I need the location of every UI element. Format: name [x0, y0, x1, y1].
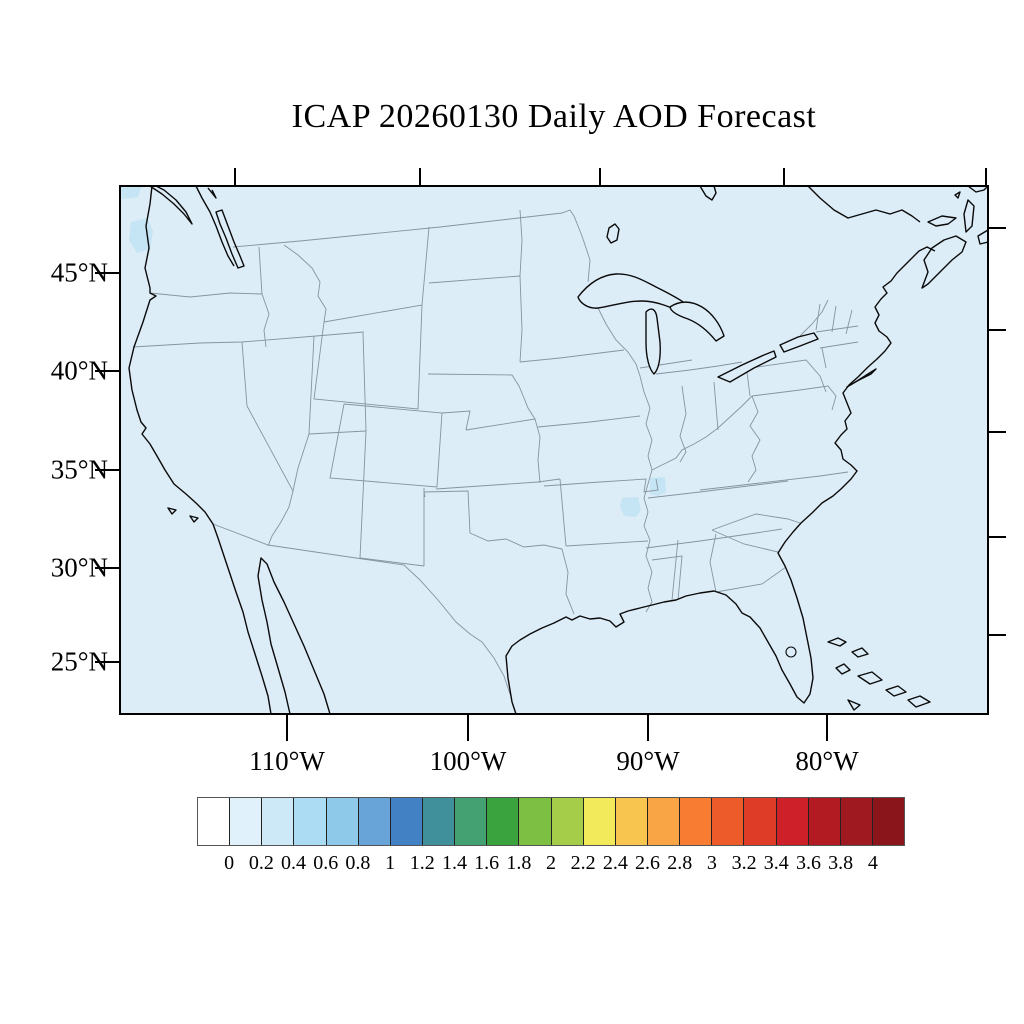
colorbar-cell: [358, 798, 391, 845]
lat-label: 25°N: [50, 646, 108, 677]
colorbar-cell: [519, 798, 552, 845]
colorbar-tick-label: 0.2: [248, 852, 274, 874]
chart-title: ICAP 20260130 Daily AOD Forecast: [291, 98, 817, 135]
colorbar-tick-label: 1.8: [506, 852, 532, 874]
lon-label: 80°W: [795, 746, 859, 776]
lon-label: 90°W: [616, 746, 680, 776]
aod-patches: [120, 186, 666, 517]
colorbar-tick-label: 0.8: [345, 852, 371, 874]
bottom-ticks: [286, 714, 828, 741]
colorbar-cell: [390, 798, 423, 845]
plot-frame-and-ticks: [95, 168, 1006, 741]
colorbar-cell: [551, 798, 584, 845]
colorbar-cell: [872, 798, 905, 845]
lat-label: 30°N: [50, 552, 108, 583]
colorbar-cell: [487, 798, 520, 845]
lat-label: 45°N: [50, 257, 108, 288]
colorbar-tick-label: 3: [706, 852, 717, 874]
colorbar-cell: [583, 798, 616, 845]
map-background: [120, 186, 988, 714]
colorbar-tick-label: 0: [224, 852, 235, 874]
lat-label: 35°N: [50, 454, 108, 485]
colorbar-cell: [647, 798, 681, 845]
colorbar-tick-label: 3.2: [731, 852, 757, 874]
colorbar-tick-label: 1.2: [409, 852, 435, 874]
lon-label: 100°W: [429, 746, 507, 776]
left-ticks: [95, 272, 120, 663]
colorbar-cell: [262, 798, 295, 845]
colorbar-tick-labels: 0 0.2 0.4 0.6 0.8 1 1.2 1.4 1.6 1.8 2 2.2 2.4 2.6 2.8 3…: [197, 852, 905, 878]
colorbar-cell: [198, 798, 231, 845]
colorbar-cell: [455, 798, 488, 845]
colorbar-tick-label: 2.4: [602, 852, 628, 874]
colorbar-tick-label: 2.2: [570, 852, 596, 874]
colorbar-cell: [230, 798, 263, 845]
colorbar-cell: [808, 798, 841, 845]
right-ticks: [988, 227, 1006, 636]
colorbar-tick-label: 2: [546, 852, 556, 874]
colorbar-cell: [712, 798, 745, 845]
colorbar-cell: [840, 798, 873, 845]
colorbar-cell: [326, 798, 359, 845]
colorbar-tick-label: 3.8: [828, 852, 854, 874]
colorbar-tick-label: 0.6: [313, 852, 339, 874]
colorbar-cell: [680, 798, 713, 845]
state-borders: [132, 209, 859, 701]
colorbar-tick-label: 1: [385, 852, 396, 874]
top-ticks: [234, 168, 987, 186]
aod-colorbar: [197, 797, 905, 846]
coastlines: [128, 186, 988, 714]
colorbar-tick-label: 0.4: [281, 852, 307, 874]
plot-frame: [119, 185, 989, 715]
colorbar-tick-label: 1.4: [441, 852, 467, 874]
lon-label: 110°W: [249, 746, 325, 776]
colorbar-tick-label: 1.6: [474, 852, 500, 874]
colorbar-cell: [422, 798, 456, 845]
colorbar-tick-label: 3.6: [795, 852, 821, 874]
colorbar-tick-label: 3.4: [763, 852, 789, 874]
colorbar-cell: [776, 798, 809, 845]
colorbar-tick-label: 2.8: [667, 852, 693, 874]
colorbar-tick-label: 4: [867, 852, 878, 874]
colorbar-cell: [294, 798, 327, 845]
colorbar-cell: [744, 798, 777, 845]
colorbar-cell: [615, 798, 648, 845]
lat-label: 40°N: [50, 355, 108, 386]
colorbar-tick-label: 2.6: [635, 852, 661, 874]
